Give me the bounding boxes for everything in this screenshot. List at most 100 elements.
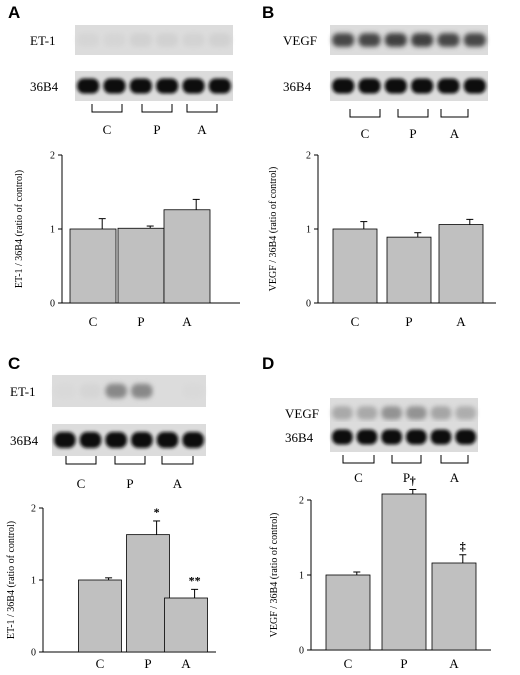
blot-band — [103, 78, 126, 94]
blot-band — [77, 33, 100, 47]
blot-label-36b4: 36B4 — [30, 79, 59, 94]
significance-marker: ‡ — [460, 539, 466, 553]
y-tick-label: 2 — [31, 504, 36, 515]
blot-background — [75, 25, 233, 55]
blot-strip-target — [52, 375, 206, 407]
blot-strip-36b4 — [52, 424, 206, 456]
y-tick-label: 0 — [306, 299, 311, 310]
blot-band — [455, 406, 477, 420]
blot-band — [129, 78, 152, 94]
blot-band — [430, 429, 452, 445]
y-tick-label: 0 — [50, 299, 55, 310]
lane-group-label: A — [197, 122, 207, 137]
y-tick-label: 1 — [306, 225, 311, 236]
blot-band — [182, 383, 204, 399]
blot-band — [437, 33, 460, 47]
x-category-label: C — [89, 314, 98, 329]
bar — [78, 579, 122, 653]
blot-strip-target — [75, 25, 233, 55]
lane-group-label: A — [450, 470, 460, 485]
lane-bracket — [141, 104, 173, 113]
x-category-label: P — [137, 314, 144, 329]
blot-band — [105, 383, 127, 399]
lane-bracket — [440, 109, 469, 118]
blot-label-target: ET-1 — [10, 384, 36, 399]
blot-band — [103, 33, 126, 47]
blot-label-36b4: 36B4 — [10, 433, 39, 448]
blot-band — [332, 33, 355, 47]
lane-group-label: A — [173, 476, 183, 491]
blot-band — [411, 33, 434, 47]
x-category-label: A — [182, 314, 192, 329]
lane-bracket — [186, 104, 218, 113]
blot-band — [437, 78, 460, 94]
lane-group-label: P — [403, 470, 410, 485]
blot-band — [332, 78, 355, 94]
blot-band — [129, 33, 152, 47]
blot-band — [358, 78, 381, 94]
blot-label-target: VEGF — [285, 406, 319, 421]
blot-background — [52, 375, 206, 407]
panel-B: B VEGF 36B4 C P A 0 1 2 VEGF / 36B4 (ratio of con… — [262, 3, 496, 329]
blot-strip-target — [330, 25, 488, 55]
lane-bracket — [440, 455, 469, 464]
lane-bracket — [65, 456, 97, 465]
y-tick-label: 2 — [299, 496, 304, 507]
significance-marker: † — [410, 474, 416, 488]
bar — [117, 227, 165, 304]
lane-group-label: P — [153, 122, 160, 137]
lane-group-label: C — [361, 126, 370, 141]
bar — [431, 562, 477, 651]
y-tick-label: 1 — [50, 225, 55, 236]
blot-band — [208, 33, 231, 47]
blot-band — [384, 33, 407, 47]
y-tick-label: 0 — [31, 648, 36, 659]
x-category-label: P — [144, 656, 151, 671]
x-category-label: C — [96, 656, 105, 671]
blot-band — [79, 432, 102, 448]
lane-bracket — [91, 104, 123, 113]
blot-band — [381, 429, 403, 445]
lane-bracket — [391, 455, 422, 464]
blot-band — [182, 432, 204, 448]
blot-background — [330, 422, 478, 452]
blot-band — [54, 432, 76, 448]
blot-band — [182, 33, 205, 47]
bar — [163, 209, 211, 304]
panel-label: A — [8, 3, 20, 22]
panel-A: A ET-1 36B4 C P A 0 1 2 ET-1 / 36B4 (ratio of con… — [8, 3, 240, 329]
blot-band — [208, 78, 231, 94]
blot-band — [430, 406, 452, 420]
x-category-label: A — [449, 656, 459, 671]
lane-group-label: P — [409, 126, 416, 141]
bar — [438, 224, 484, 304]
blot-band — [358, 33, 381, 47]
y-axis-label: VEGF / 36B4 (ratio of control) — [269, 513, 280, 638]
blot-label-36b4: 36B4 — [283, 79, 312, 94]
y-tick-label: 1 — [299, 571, 304, 582]
blot-band — [331, 406, 353, 420]
x-category-label: C — [351, 314, 360, 329]
blot-band — [79, 383, 102, 399]
x-category-label: A — [181, 656, 191, 671]
panel-C: C ET-1 36B4 C P A 0 1 2 ET-1 / 36B4 (ratio of con… — [6, 354, 216, 671]
y-tick-label: 0 — [299, 646, 304, 657]
significance-marker: ** — [189, 573, 201, 587]
blot-band — [182, 78, 205, 94]
blot-background — [75, 71, 233, 101]
y-axis-label: ET-1 / 36B4 (ratio of control) — [14, 170, 25, 288]
lane-group-label: A — [450, 126, 460, 141]
significance-marker: * — [154, 505, 160, 519]
bar — [325, 574, 371, 651]
blot-band — [463, 78, 486, 94]
lane-group-label: P — [126, 476, 133, 491]
blot-band — [156, 432, 179, 448]
lane-group-label: C — [77, 476, 86, 491]
x-category-label: P — [400, 656, 407, 671]
blot-band — [331, 429, 353, 445]
lane-bracket — [397, 109, 429, 118]
panel-label: C — [8, 354, 20, 373]
blot-band — [131, 383, 153, 399]
blot-band — [105, 432, 127, 448]
